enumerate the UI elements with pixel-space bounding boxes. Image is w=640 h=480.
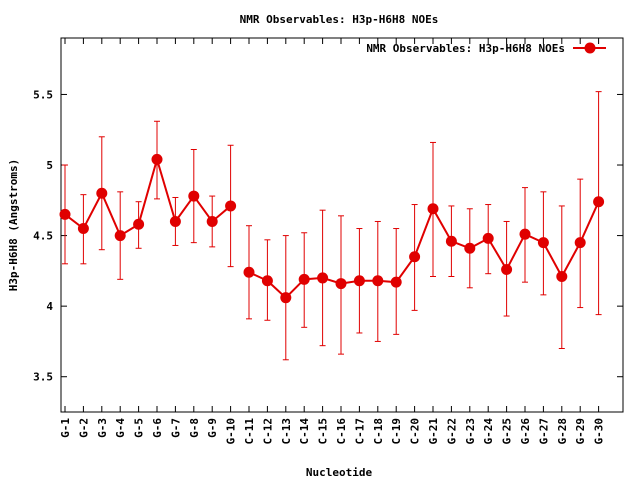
series-line bbox=[64, 155, 232, 238]
x-tick-label: G-27 bbox=[537, 418, 550, 445]
chart-title: NMR Observables: H3p-H6H8 NOEs bbox=[240, 13, 439, 26]
data-point bbox=[409, 251, 421, 263]
data-point bbox=[298, 273, 310, 285]
data-point bbox=[114, 230, 126, 242]
x-tick-label: G-8 bbox=[188, 418, 201, 438]
data-point bbox=[593, 196, 605, 208]
y-axis: 3.5 4 4.5 5 5.5 bbox=[33, 88, 623, 384]
data-point bbox=[317, 272, 329, 284]
plot-frame bbox=[60, 37, 624, 413]
x-axis: G-1 G-2 G-3 G-4 G-5 G-6 G-7 G-8 G-9 G-10 C-11 C-12 C… bbox=[59, 38, 606, 445]
x-tick-label: C-13 bbox=[280, 418, 293, 445]
data-point bbox=[243, 266, 255, 278]
data-point bbox=[372, 275, 384, 287]
x-tick-label: G-3 bbox=[96, 418, 109, 438]
x-tick-label: G-6 bbox=[151, 418, 164, 438]
x-tick-label: G-1 bbox=[59, 418, 72, 438]
y-tick-label: 5 bbox=[46, 159, 53, 172]
x-tick-label: G-25 bbox=[501, 418, 514, 445]
x-tick-label: C-17 bbox=[353, 418, 366, 445]
y-tick-label: 3.5 bbox=[33, 371, 53, 384]
x-tick-label: G-22 bbox=[445, 418, 458, 445]
x-tick-label: C-20 bbox=[409, 418, 422, 445]
data-point bbox=[353, 275, 365, 287]
data-point bbox=[464, 242, 476, 254]
x-tick-label: G-5 bbox=[133, 418, 146, 438]
y-tick-label: 4.5 bbox=[33, 230, 53, 243]
data-point bbox=[133, 218, 145, 230]
data-point bbox=[225, 200, 237, 212]
legend: NMR Observables: H3p-H6H8 NOEs bbox=[366, 42, 606, 55]
data-point bbox=[501, 263, 513, 275]
data-point bbox=[261, 275, 273, 287]
data-point bbox=[188, 190, 200, 202]
x-tick-label: G-23 bbox=[464, 418, 477, 445]
x-tick-label: C-16 bbox=[335, 418, 348, 445]
data-point bbox=[96, 187, 108, 199]
x-tick-label: C-18 bbox=[372, 418, 385, 445]
x-tick-label: C-11 bbox=[243, 418, 256, 445]
legend-label: NMR Observables: H3p-H6H8 NOEs bbox=[366, 42, 565, 55]
data-point bbox=[574, 237, 586, 249]
y-axis-label: H3p-H6H8 (Angstroms) bbox=[7, 159, 20, 291]
x-tick-label: G-7 bbox=[169, 418, 182, 438]
data-point bbox=[556, 271, 568, 283]
data-point bbox=[427, 203, 439, 215]
data-points bbox=[59, 153, 605, 304]
x-tick-label: G-9 bbox=[206, 418, 219, 438]
y-tick-label: 5.5 bbox=[33, 88, 53, 101]
x-tick-label: G-2 bbox=[77, 418, 90, 438]
data-point bbox=[59, 208, 71, 220]
x-tick-label: G-26 bbox=[519, 418, 532, 445]
x-tick-label: C-19 bbox=[390, 418, 403, 445]
y-tick-label: 4 bbox=[46, 300, 53, 313]
x-tick-label: G-21 bbox=[427, 418, 440, 445]
data-point bbox=[335, 278, 347, 290]
series-lines bbox=[64, 155, 600, 300]
x-tick-label: C-15 bbox=[317, 418, 330, 445]
x-tick-label: G-24 bbox=[482, 418, 495, 445]
legend-marker bbox=[584, 42, 596, 54]
x-tick-label: G-10 bbox=[225, 418, 238, 445]
data-point bbox=[482, 232, 494, 244]
x-tick-label: C-12 bbox=[261, 418, 274, 445]
x-tick-label: C-14 bbox=[298, 418, 311, 445]
data-point bbox=[390, 276, 402, 288]
data-point bbox=[206, 215, 218, 227]
x-axis-label: Nucleotide bbox=[306, 466, 373, 479]
data-point bbox=[519, 228, 531, 240]
x-tick-label: G-30 bbox=[593, 418, 606, 445]
data-point bbox=[151, 153, 163, 165]
data-point bbox=[445, 235, 457, 247]
data-point bbox=[169, 215, 181, 227]
data-point bbox=[537, 237, 549, 249]
x-tick-label: G-29 bbox=[574, 418, 587, 445]
data-point bbox=[280, 292, 292, 304]
data-point bbox=[77, 223, 89, 235]
x-tick-label: G-28 bbox=[556, 418, 569, 445]
x-tick-label: G-4 bbox=[114, 418, 127, 438]
